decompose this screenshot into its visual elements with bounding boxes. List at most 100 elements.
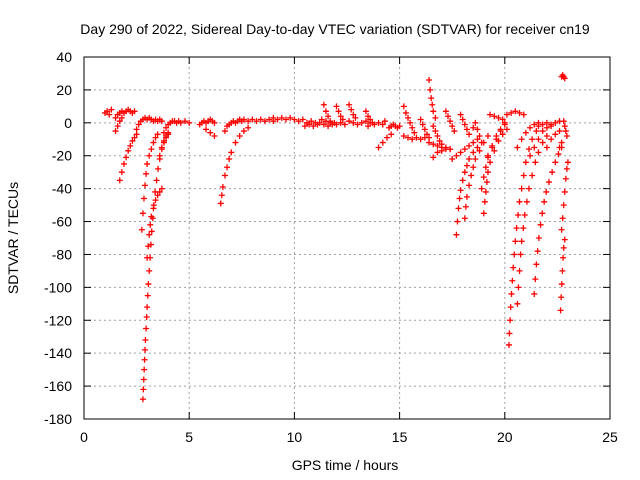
data-point bbox=[444, 113, 451, 120]
data-point bbox=[354, 121, 361, 128]
data-point bbox=[337, 113, 344, 120]
data-point bbox=[562, 128, 569, 135]
data-point bbox=[555, 151, 562, 158]
data-point bbox=[211, 132, 218, 139]
data-point bbox=[560, 118, 567, 125]
data-point bbox=[400, 103, 407, 110]
data-point bbox=[537, 221, 544, 228]
data-point bbox=[131, 134, 138, 141]
data-point bbox=[148, 228, 155, 235]
data-point bbox=[563, 132, 570, 139]
data-point bbox=[462, 203, 469, 210]
data-point bbox=[466, 142, 473, 149]
data-point bbox=[310, 123, 317, 130]
data-point bbox=[561, 75, 568, 82]
data-point bbox=[108, 106, 115, 113]
x-axis-label: GPS time / hours bbox=[292, 457, 399, 473]
data-point bbox=[430, 108, 437, 115]
data-point bbox=[442, 108, 449, 115]
data-point bbox=[513, 225, 520, 232]
data-point bbox=[531, 121, 538, 128]
data-point bbox=[346, 118, 353, 125]
data-point bbox=[388, 131, 395, 138]
data-point bbox=[558, 281, 565, 288]
data-point bbox=[484, 132, 491, 139]
data-point bbox=[491, 113, 498, 120]
data-point bbox=[522, 129, 529, 136]
data-point bbox=[501, 121, 508, 128]
data-point bbox=[531, 290, 538, 297]
data-point bbox=[466, 131, 473, 138]
data-point bbox=[341, 121, 348, 128]
data-point bbox=[463, 193, 470, 200]
data-point bbox=[153, 177, 160, 184]
data-point bbox=[556, 128, 563, 135]
data-point bbox=[480, 139, 487, 146]
data-point bbox=[543, 188, 550, 195]
data-point bbox=[487, 159, 494, 166]
data-point bbox=[509, 277, 516, 284]
data-point bbox=[438, 147, 445, 154]
data-point bbox=[552, 119, 559, 126]
data-point bbox=[114, 123, 121, 130]
data-point bbox=[118, 114, 125, 121]
data-point bbox=[116, 118, 123, 125]
data-point bbox=[112, 128, 119, 135]
data-point bbox=[146, 152, 153, 159]
data-point bbox=[539, 121, 546, 128]
data-point bbox=[514, 300, 521, 307]
data-point bbox=[118, 169, 125, 176]
data-point bbox=[428, 95, 435, 102]
data-point bbox=[240, 128, 247, 135]
data-point bbox=[405, 114, 412, 121]
data-point bbox=[369, 119, 376, 126]
y-tick-label: -100 bbox=[44, 279, 72, 295]
data-point bbox=[375, 144, 382, 151]
data-point bbox=[261, 118, 268, 125]
data-points bbox=[102, 72, 571, 403]
data-point bbox=[335, 108, 342, 115]
data-point bbox=[560, 244, 567, 251]
data-point bbox=[539, 210, 546, 217]
data-point bbox=[140, 195, 147, 202]
data-point bbox=[144, 304, 151, 311]
data-point bbox=[491, 147, 498, 154]
x-tick-label: 25 bbox=[602, 429, 618, 445]
data-point bbox=[480, 174, 487, 181]
data-point bbox=[476, 132, 483, 139]
data-point bbox=[362, 108, 369, 115]
data-point bbox=[143, 325, 150, 332]
data-point bbox=[459, 177, 466, 184]
x-tick-label: 15 bbox=[392, 429, 408, 445]
data-point bbox=[120, 160, 127, 167]
data-point bbox=[535, 149, 542, 156]
data-point bbox=[561, 188, 568, 195]
data-point bbox=[518, 238, 525, 245]
data-point bbox=[245, 118, 252, 125]
data-point bbox=[181, 118, 188, 125]
data-point bbox=[350, 119, 357, 126]
data-point bbox=[163, 124, 170, 131]
data-point bbox=[518, 185, 525, 192]
data-point bbox=[419, 121, 426, 128]
data-point bbox=[350, 111, 357, 118]
data-point bbox=[489, 142, 496, 149]
data-point bbox=[461, 169, 468, 176]
data-point bbox=[563, 165, 570, 172]
data-point bbox=[455, 205, 462, 212]
y-axis-ticks: -180 -160 -140 -120 -100 -80 -60 -40 -20 0 20 40 bbox=[44, 49, 610, 427]
data-point bbox=[125, 147, 132, 154]
data-point bbox=[535, 119, 542, 126]
data-point bbox=[142, 182, 149, 189]
data-point bbox=[152, 197, 159, 204]
data-point bbox=[299, 116, 306, 123]
data-point bbox=[468, 172, 475, 179]
data-point bbox=[145, 281, 152, 288]
data-point bbox=[139, 396, 146, 403]
data-point bbox=[158, 118, 165, 125]
data-point bbox=[558, 144, 565, 151]
data-point bbox=[240, 116, 247, 123]
data-point bbox=[270, 114, 277, 121]
y-tick-label: -120 bbox=[44, 312, 72, 328]
data-point bbox=[144, 292, 151, 299]
